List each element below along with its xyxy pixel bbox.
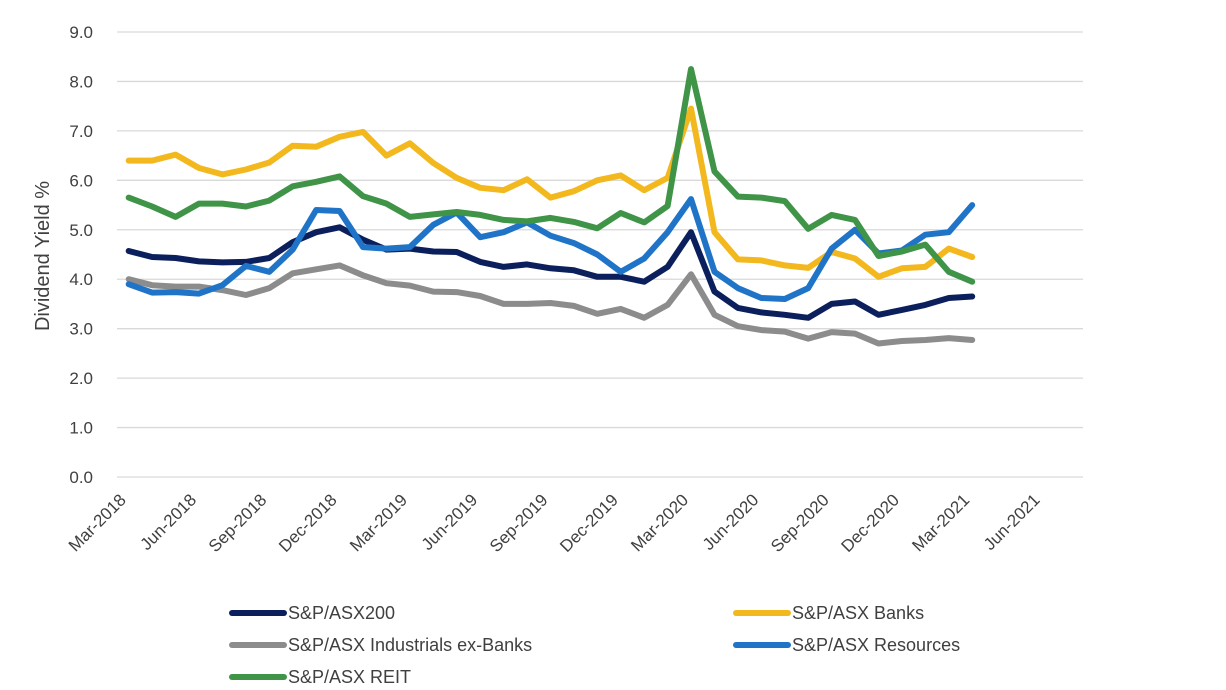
x-tick-label: Jun-2021 (980, 490, 1044, 554)
x-tick-label: Sep-2018 (205, 490, 271, 556)
legend-label-3: S&P/ASX Resources (792, 635, 960, 655)
x-tick-label: Mar-2018 (65, 490, 130, 555)
x-axis-ticks: Mar-2018 Jun-2018 Sep-2018 Dec-2018 Mar-2019… (65, 490, 1044, 556)
x-tick-label: Jun-2019 (418, 490, 482, 554)
y-tick-label: 6.0 (69, 171, 93, 190)
y-axis-ticks: 0.0 1.0 2.0 3.0 4.0 5.0 6.0 7.0 8.0 9.0 (69, 23, 93, 487)
y-tick-label: 7.0 (69, 122, 93, 141)
x-tick-label: Mar-2020 (627, 490, 692, 555)
legend-label-0: S&P/ASX200 (288, 603, 395, 623)
series-lines (125, 66, 976, 347)
series-line-2 (125, 262, 976, 347)
y-tick-label: 0.0 (69, 468, 93, 487)
x-tick-label: Sep-2020 (767, 490, 833, 556)
legend-label-1: S&P/ASX Banks (792, 603, 924, 623)
y-tick-label: 4.0 (69, 270, 93, 289)
x-tick-label: Dec-2019 (556, 490, 622, 556)
y-axis-title: Dividend Yield % (32, 181, 54, 331)
y-tick-label: 9.0 (69, 23, 93, 42)
series-line-1 (125, 105, 976, 280)
y-tick-label: 3.0 (69, 320, 93, 339)
x-tick-label: Mar-2021 (908, 490, 973, 555)
x-tick-label: Jun-2020 (699, 490, 763, 554)
series-line-3 (125, 196, 976, 302)
x-tick-label: Mar-2019 (346, 490, 411, 555)
y-tick-label: 5.0 (69, 221, 93, 240)
x-tick-label: Sep-2019 (486, 490, 552, 556)
y-tick-label: 2.0 (69, 369, 93, 388)
legend-label-2: S&P/ASX Industrials ex-Banks (288, 635, 532, 655)
y-tick-label: 8.0 (69, 72, 93, 91)
series-line-0 (125, 224, 976, 321)
legend: S&P/ASX200 S&P/ASX Banks S&P/ASX Industria… (229, 603, 960, 687)
legend-label-4: S&P/ASX REIT (288, 667, 411, 687)
x-tick-label: Jun-2018 (137, 490, 201, 554)
x-tick-label: Dec-2018 (275, 490, 341, 556)
series-line-4 (125, 66, 976, 285)
x-tick-label: Dec-2020 (837, 490, 903, 556)
y-tick-label: 1.0 (69, 419, 93, 438)
